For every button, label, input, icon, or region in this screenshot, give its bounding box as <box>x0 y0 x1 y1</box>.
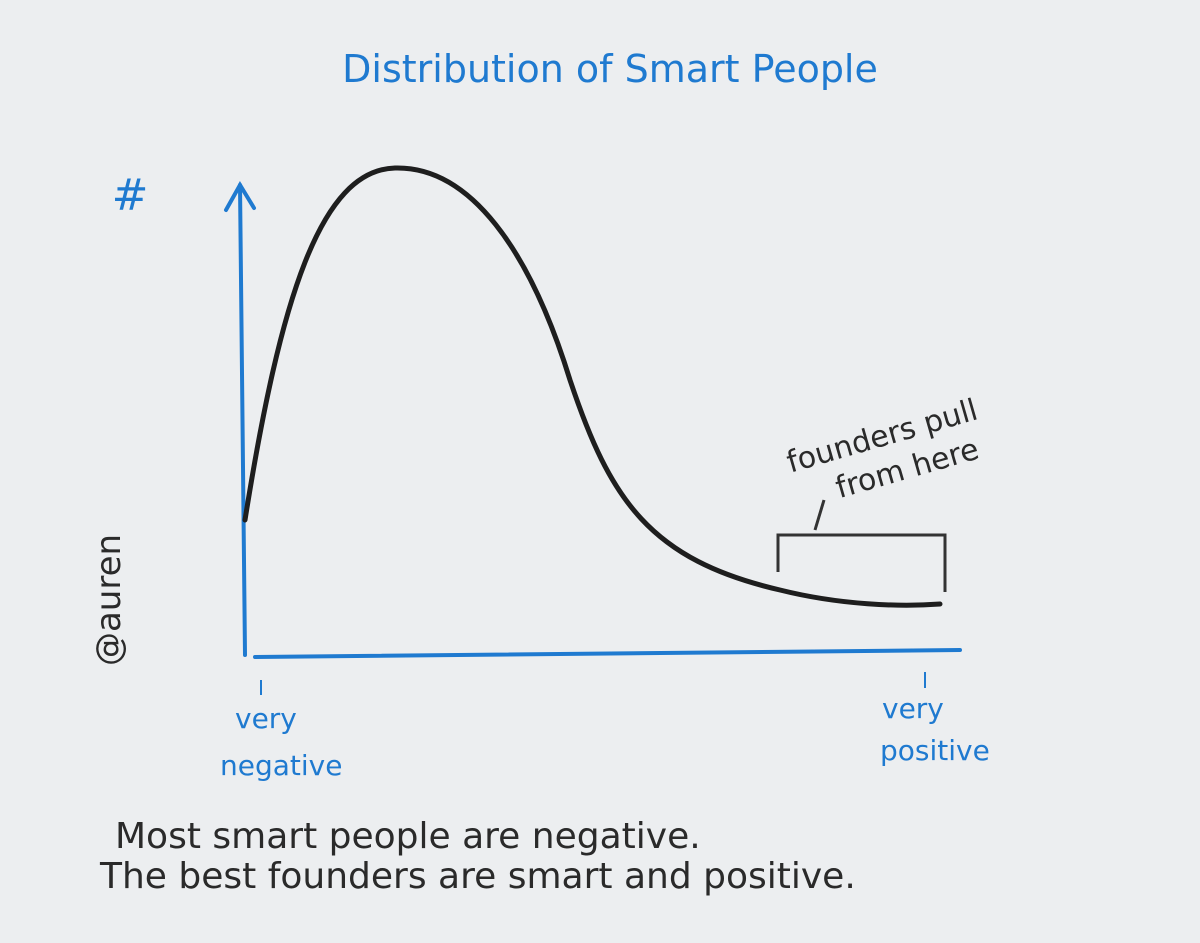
title: Distribution of Smart People <box>342 47 878 91</box>
x-ticks <box>260 672 926 695</box>
x-label-left: very negative <box>220 702 342 782</box>
x-label-right: very positive <box>880 692 990 767</box>
y-arrow <box>224 181 256 212</box>
distribution-curve <box>242 165 943 608</box>
bracket <box>776 499 947 592</box>
axes <box>224 181 962 659</box>
y-axis <box>238 183 247 657</box>
x-axis <box>253 648 962 659</box>
signature: @auren <box>89 534 129 666</box>
y-axis-label: # <box>112 170 149 221</box>
caption: Most smart people are negative. The best… <box>99 816 856 897</box>
